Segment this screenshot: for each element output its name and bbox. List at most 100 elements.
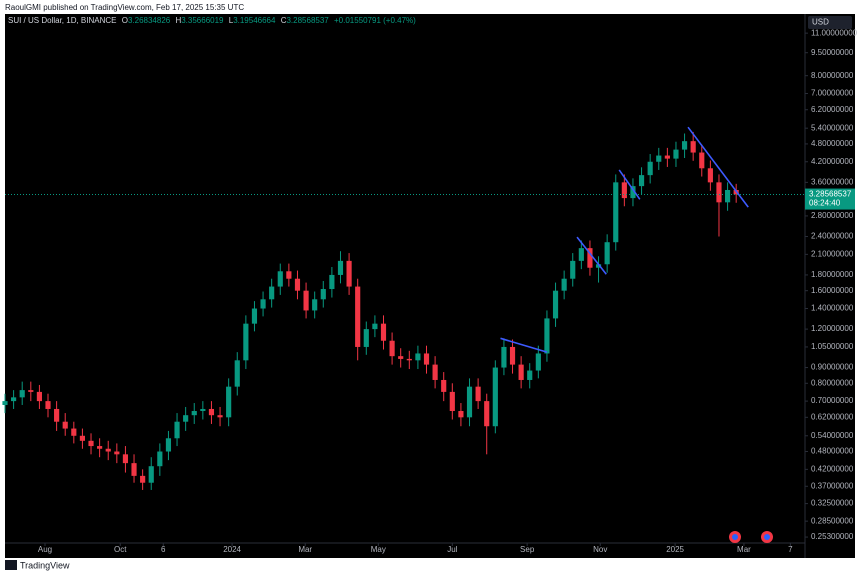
h-value: 3.35666019 [181,16,224,25]
candle-body [707,168,713,183]
x-tick-label: 2024 [223,545,241,554]
candle-body [595,264,602,268]
y-tick-label: 6.20000000 [811,105,854,114]
trendline [576,236,607,275]
y-tick-label: 0.54000000 [811,431,854,440]
x-tick-label: 7 [788,545,793,554]
y-tick-label: 3.60000000 [811,177,854,186]
candle-body [527,370,533,380]
candle-body [441,379,447,392]
y-tick-label: 0.37000000 [811,481,854,490]
candle-body [131,463,137,476]
candle-body [114,451,120,455]
candle-body [423,353,430,365]
currency-box [808,16,852,29]
candle-body [337,260,344,275]
y-tick-label: 0.42000000 [811,464,854,473]
candle-body [191,411,197,416]
candle-body [45,401,51,409]
tv-logo [5,560,17,570]
x-tick-label: Oct [114,545,127,554]
event-icon-inner [732,534,738,540]
trendline [687,126,749,208]
candle-body [165,438,172,452]
x-tick-label: Jul [447,545,457,554]
candle-body [19,390,25,398]
candle-body [501,346,507,368]
candle-body [28,390,34,392]
candle-body [552,290,559,319]
candle-body [286,271,292,279]
candle-body [638,175,645,187]
y-tick-label: 1.80000000 [811,270,854,279]
x-tick-label: Nov [593,545,607,554]
candle-body [561,278,567,291]
candle-body [88,440,94,447]
candle-body [613,182,619,243]
candle-body [664,155,670,159]
x-tick-label: Aug [38,545,52,554]
trendline [500,337,548,353]
candle-body [725,189,731,203]
candle-body [681,141,688,150]
chart-background [5,14,855,558]
candle-body [647,161,653,176]
candle-body [303,290,309,311]
candle-body [122,454,129,464]
candle-body [234,360,240,387]
candle-body [217,415,223,418]
publisher-line: RaoulGMI published on TradingView.com, F… [5,3,244,12]
event-icon-inner [764,534,770,540]
y-tick-label: 1.40000000 [811,304,854,313]
candle-body [346,260,352,287]
candle-body [458,411,464,418]
candle-body [656,155,662,162]
y-tick-label: 0.62000000 [811,412,854,421]
y-tick-label: 0.70000000 [811,396,854,405]
candle-body [630,186,636,199]
candle-body [105,448,111,452]
y-tick-label: 4.80000000 [811,139,854,148]
candle-body [432,364,438,380]
candle-body [277,271,283,287]
y-tick-label: 4.20000000 [811,157,854,166]
y-tick-label: 1.05000000 [811,342,854,351]
y-tick-label: 2.40000000 [811,232,854,241]
change: +0.01550791 (+0.47%) [334,16,416,25]
candle-body [389,340,395,357]
candle-body [398,356,404,359]
y-tick-label: 0.32500000 [811,499,854,508]
o-label: O [122,16,128,25]
candle-body [466,386,473,418]
candle-body [578,248,584,261]
y-tick-label: 0.25300000 [811,532,854,541]
candle-body [372,323,378,330]
y-tick-label: 0.28500000 [811,516,854,525]
y-tick-label: 5.40000000 [811,123,854,132]
l-label: L [229,16,234,25]
symbol: SUI / US Dollar, 1D, BINANCE [8,16,116,25]
candle-body [97,446,103,449]
candle-body [509,346,516,365]
candle-body [475,386,481,402]
candle-body [329,274,335,290]
candle-body [2,401,8,405]
trendline [618,169,641,200]
last-price-tag [805,188,855,210]
candle-body [71,428,77,436]
candle-body [355,286,361,347]
c-value: 3.28568537 [286,16,329,25]
candle-body [699,152,705,169]
y-tick-label: 0.90000000 [811,363,854,372]
candle-body [294,278,301,291]
x-tick-label: Mar [737,545,751,554]
y-tick-label: 2.80000000 [811,211,854,220]
x-tick-label: Mar [298,545,312,554]
candle-body [54,408,60,422]
candle-body [716,182,722,203]
candle-body [320,289,326,300]
candle-body [484,401,490,427]
footer-brand: TradingView [20,560,70,570]
candle-body [243,323,249,361]
candle-body [604,242,610,265]
